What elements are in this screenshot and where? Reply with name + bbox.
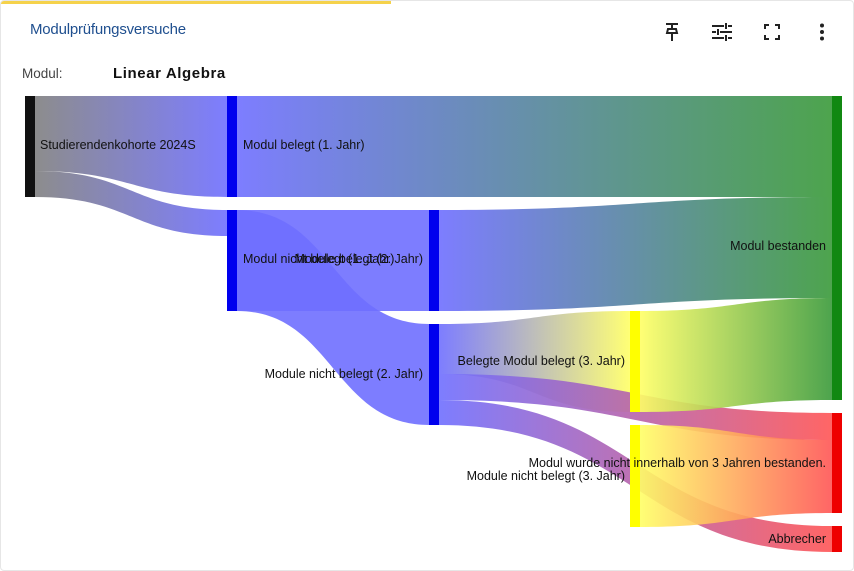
sankey-link-belegt2-bestanden[interactable] [439,197,832,311]
sankey-node-nicht1[interactable] [227,210,237,311]
sankey-node-bestanden[interactable] [832,96,842,400]
sankey-node-nicht3[interactable] [630,425,640,527]
sankey-node-abbrecher[interactable] [832,526,842,552]
sankey-node-label-abbrecher: Abbrecher [768,532,826,546]
modul-filter-value[interactable]: Linear Algebra [113,65,226,82]
more-button[interactable] [797,17,847,47]
sankey-node-label-belegt1: Modul belegt (1. Jahr) [243,138,365,152]
fullscreen-icon [764,24,780,40]
sankey-node-label-nicht3: Module nicht belegt (3. Jahr) [467,469,625,483]
modul-filter-label: Modul: [22,66,63,81]
sankey-link-belegt3-bestanden[interactable] [640,298,832,412]
sankey-link-nicht3-nicht_bestanden[interactable] [640,425,832,527]
pin-icon [665,23,679,41]
tune-button[interactable] [697,17,747,47]
sankey-link-belegt1-bestanden[interactable] [237,96,832,197]
sankey-node-label-belegt2: Module belegt (2. Jahr) [294,252,423,266]
sankey-link-kohorte-nicht1[interactable] [35,171,227,236]
sankey-node-label-nicht2: Module nicht belegt (2. Jahr) [265,367,423,381]
sankey-node-label-nicht1: Modul nicht belegt (1. Jahr) [243,252,394,266]
sankey-node-belegt2[interactable] [429,210,439,311]
sankey-node-label-belegt3: Belegte Modul belegt (3. Jahr) [458,354,625,368]
nodes-layer [25,96,842,552]
sankey-node-nicht2[interactable] [429,324,439,425]
sankey-node-belegt3[interactable] [630,311,640,412]
card-title: Modulprüfungsversuche [30,21,186,38]
fullscreen-button[interactable] [747,17,797,47]
sankey-link-nicht1-nicht2[interactable] [237,210,429,425]
sankey-node-nicht_bestanden[interactable] [832,413,842,513]
sankey-node-label-nicht_bestanden: Modul wurde nicht innerhalb von 3 Jahren… [529,456,826,470]
tune-icon [712,23,732,41]
card-toolbar [647,17,847,47]
accent-bar [1,1,391,4]
sankey-link-kohorte-belegt1[interactable] [35,96,227,197]
pin-button[interactable] [647,17,697,47]
sankey-node-label-kohorte: Studierendenkohorte 2024S [40,138,196,152]
sankey-node-label-bestanden: Modul bestanden [730,239,826,253]
sankey-node-kohorte[interactable] [25,96,35,197]
labels-layer: Studierendenkohorte 2024S Modul belegt (1… [40,138,826,546]
more-vert-icon [820,23,824,41]
sankey-node-belegt1[interactable] [227,96,237,197]
